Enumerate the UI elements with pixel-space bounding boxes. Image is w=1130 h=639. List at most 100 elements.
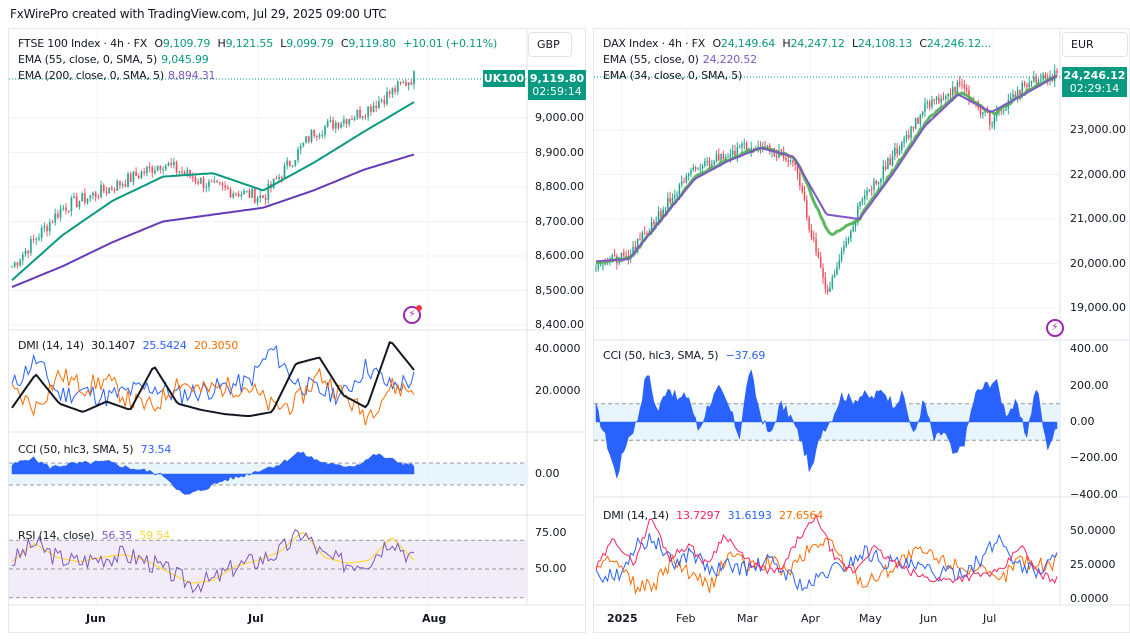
dax-dmi-adx-line <box>595 513 1058 585</box>
ftse-candle-body <box>243 190 246 195</box>
dax-open: 24,149.64 <box>720 37 776 50</box>
dax-candle-body <box>597 265 600 269</box>
ftse-candle-body <box>110 187 113 190</box>
ftse-legend-ema200[interactable]: EMA (200, close, 0, SMA, 5) 8,894.31 <box>18 69 216 82</box>
dax-candle-body <box>815 239 817 253</box>
dax-ema34-line <box>595 75 1058 265</box>
dax-candle-body <box>810 229 813 238</box>
dax-flash-icon[interactable]: ⚡ <box>1046 319 1064 337</box>
ftse-rsi-legend[interactable]: RSI (14, close) 56.35 59.54 <box>18 529 170 542</box>
dax-candle-body <box>1009 97 1012 100</box>
dax-candle-body <box>933 99 936 101</box>
dax-time-tick-5: Jun <box>920 612 938 625</box>
ftse-candle-body <box>356 109 359 118</box>
dax-candle-body <box>694 167 697 170</box>
dax-currency-button[interactable]: EUR <box>1062 32 1128 57</box>
dax-candle-body <box>1026 85 1028 87</box>
ftse-candle-body <box>251 188 254 198</box>
ftse-candle-body <box>180 171 183 173</box>
ftse-low: 9,099.79 <box>286 37 334 50</box>
ftse-candle-body <box>143 171 146 174</box>
dax-candle-body <box>942 98 945 100</box>
dax-candle-body <box>965 87 968 91</box>
ftse-candle-body <box>197 181 200 184</box>
dax-candle-body <box>611 255 614 261</box>
dax-candle-body <box>1002 110 1005 112</box>
ftse-currency-button[interactable]: GBP <box>528 32 572 57</box>
dax-symbol: DAX Index · 4h · FX <box>603 37 706 50</box>
ftse-candle-body <box>19 260 22 266</box>
dax-candle-body <box>792 160 794 163</box>
ftse-candle-body <box>367 106 370 117</box>
dax-dmi-legend[interactable]: DMI (14, 14) 13.7297 31.6193 27.6564 <box>603 509 824 522</box>
ftse-symbol: FTSE 100 Index · 4h · FX <box>18 37 148 50</box>
dax-candle-body <box>889 158 892 165</box>
dax-candle-body <box>662 209 664 217</box>
ftse-flash-icon[interactable]: ⚡ <box>403 305 422 324</box>
dax-candle-body <box>921 111 924 115</box>
dax-candle-body <box>958 82 961 85</box>
ftse-candle-body <box>286 160 289 166</box>
ftse-legend-ema55[interactable]: EMA (55, close, 0, SMA, 5) 9,045.99 <box>18 53 209 66</box>
dax-candle-body <box>1042 74 1044 80</box>
dax-candle-body <box>727 157 729 159</box>
dax-candle-body <box>687 174 690 177</box>
ftse-candle-body <box>86 198 89 203</box>
ftse-candle-body <box>213 180 216 182</box>
ftse-candle-body <box>364 116 367 118</box>
dax-legend-ema34[interactable]: EMA (34, close, 0, SMA, 5) <box>603 69 743 82</box>
dax-candle-body <box>1000 109 1003 112</box>
ftse-ema55-line <box>11 101 415 281</box>
ftse-candle-body <box>16 262 19 266</box>
ftse-candle-body <box>167 163 170 166</box>
dax-high: 24,247.12 <box>790 37 845 50</box>
dax-candle-body <box>1014 94 1017 100</box>
ftse-candle-body <box>386 91 389 104</box>
dax-candle-body <box>1021 82 1024 96</box>
ftse-candle-body <box>404 82 407 86</box>
ftse-candle-body <box>24 250 27 255</box>
ftse-price-tick-4: 8,600.00 <box>535 249 584 262</box>
dax-candle-body <box>643 232 646 234</box>
ftse-candle-body <box>321 134 324 136</box>
ftse-candle-body <box>29 239 32 254</box>
dax-candle-body <box>822 268 824 278</box>
dax-candle-body <box>838 260 841 268</box>
dax-candle-body <box>845 241 847 247</box>
ftse-candle-body <box>32 239 35 241</box>
dax-time-tick-4: May <box>859 612 882 625</box>
ftse-candle-body <box>81 193 84 202</box>
ftse-candle-body <box>234 193 237 195</box>
dax-candle-body <box>1023 82 1026 86</box>
ftse-candle-body <box>40 227 43 238</box>
dax-candle-body <box>850 231 852 239</box>
ftse-cci-legend[interactable]: CCI (50, hlc3, SMA, 5) 73.54 <box>18 443 172 456</box>
ftse-candle-body <box>37 237 40 240</box>
ftse-candle-body <box>315 136 318 138</box>
dax-candle-body <box>720 154 722 161</box>
ftse-candle-body <box>78 201 81 207</box>
dax-candle-body <box>905 134 908 139</box>
dax-legend-ema55[interactable]: EMA (55, close, 0) 24,220.52 <box>603 53 757 66</box>
ftse-candle-body <box>342 119 345 124</box>
ftse-candle-body <box>240 194 243 197</box>
ftse-candle-body <box>299 145 302 150</box>
ftse-candle-body <box>202 177 205 188</box>
dax-candle-body <box>632 246 634 255</box>
dax-candle-body <box>690 170 692 175</box>
dax-candle-body <box>780 150 783 152</box>
ftse-candle-body <box>261 195 264 199</box>
ftse-candle-body <box>302 142 305 146</box>
dax-time-tick-0: 2025 <box>607 612 638 625</box>
dax-candle-body <box>833 274 836 278</box>
ftse-candle-body <box>91 192 94 196</box>
dax-candle-body <box>731 150 734 155</box>
ftse-candle-body <box>97 196 100 198</box>
dax-close: 24,246.12... <box>926 37 991 50</box>
ftse-candle-body <box>191 176 194 179</box>
ftse-dmi-legend[interactable]: DMI (14, 14) 30.1407 25.5424 20.3050 <box>18 339 239 352</box>
dax-cci-legend[interactable]: CCI (50, hlc3, SMA, 5) −37.69 <box>603 349 766 362</box>
dax-candle-body <box>880 178 882 183</box>
